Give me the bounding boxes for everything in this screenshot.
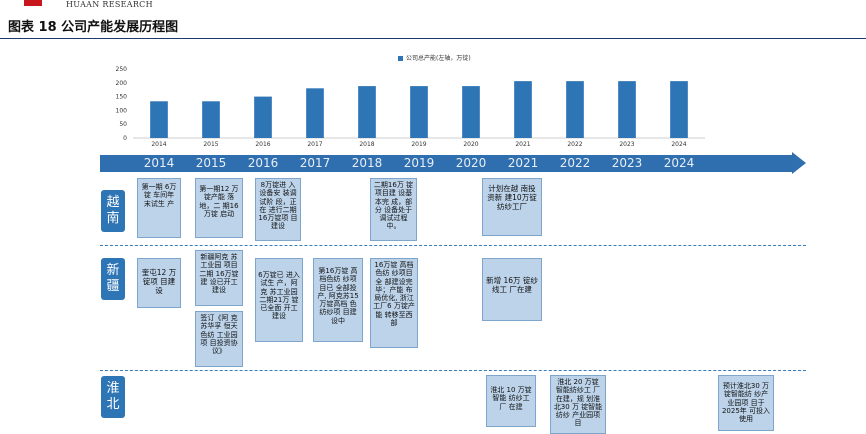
- bar-2018: [358, 86, 376, 138]
- region-huaibei: 淮北: [101, 376, 125, 418]
- event-vn-2016: 8万锭进 入设备安 装调试阶 段，正在 进行二期 16万锭项 目建设: [255, 178, 301, 241]
- event-hb-2021: 淮北 20 万锭 智能纺纱工 厂在建，规 划淮北30 万 锭智能纺纱 产业园项目: [550, 375, 606, 434]
- x-tick-label: 2017: [307, 141, 322, 148]
- x-tick-label: 2016: [255, 141, 270, 148]
- brand-name: HUAAN RESEARCH: [66, 0, 153, 9]
- event-xj-2015b: 签订《阿 克苏华孚 恒天色纺 工业园项 目投资协 议》: [195, 311, 243, 367]
- bar-2014: [150, 101, 168, 138]
- legend-label: 公司总产能(左轴，万锭): [406, 55, 471, 62]
- timeline-year-2023: 2023: [611, 156, 643, 170]
- bar-2019: [410, 86, 428, 138]
- x-tick-label: 2018: [359, 141, 374, 148]
- event-vn-2020: 计划在越 南投资新 建10万锭 纺纱工厂: [482, 178, 542, 236]
- separator-xj-hb: [100, 370, 806, 371]
- figure-title: 图表 18 公司产能发展历程图: [8, 20, 179, 35]
- y-tick-label: 50: [119, 121, 127, 128]
- timeline-year-2017: 2017: [299, 156, 331, 170]
- event-xj-2018: 16万锭 高档色纺 纱项目全 部建设完 毕；产能 布局优化, 浙江工厂6 万锭产…: [370, 258, 418, 348]
- event-vn-2018: 二期16万 锭项目建 设基本完 成，部分 设备处于 调试过程 中。: [370, 178, 417, 241]
- event-vn-2015: 第一期12 万锭产能 落地，二 期16万锭 启动: [195, 178, 243, 238]
- bar-2016: [254, 96, 272, 138]
- x-tick-label: 2014: [151, 141, 166, 148]
- bar-2017: [306, 88, 324, 138]
- chart-legend: 公司总产能(左轴，万锭): [398, 53, 471, 62]
- timeline-year-2018: 2018: [351, 156, 383, 170]
- y-tick-label: 0: [123, 135, 127, 142]
- timeline-year-2024: 2024: [663, 156, 695, 170]
- bar-2021: [514, 81, 532, 138]
- x-tick-label: 2024: [671, 141, 686, 148]
- timeline-year-2022: 2022: [559, 156, 591, 170]
- region-huaibei-label: 淮北: [106, 380, 120, 412]
- bar-2023: [618, 81, 636, 138]
- x-tick-label: 2022: [567, 141, 582, 148]
- timeline-arrow: 2014 2015 2016 2017 2018 2019 2020 2021 2022 2023…: [100, 152, 806, 174]
- region-vietnam: 越南: [101, 190, 125, 232]
- legend-swatch: [398, 56, 403, 61]
- x-tick-label: 2023: [619, 141, 634, 148]
- timeline-year-2020: 2020: [455, 156, 487, 170]
- timeline-year-2015: 2015: [195, 156, 227, 170]
- timeline-arrowhead: [792, 152, 806, 174]
- x-tick-label: 2019: [411, 141, 426, 148]
- timeline-year-2016: 2016: [247, 156, 279, 170]
- x-tick-label: 2015: [203, 141, 218, 148]
- region-vietnam-label: 越南: [106, 194, 120, 226]
- x-tick-label: 2020: [463, 141, 478, 148]
- event-hb-2020: 淮北 10 万锭智能 纺纱工厂 在建: [486, 375, 536, 427]
- event-xj-2020: 新增 16万 锭纱线工 厂在建: [482, 258, 542, 321]
- region-xinjiang-label: 新疆: [106, 262, 120, 294]
- event-hb-2024: 预计淮北30 万锭智能纺 纱产业园项 目于2025年 可投入使用: [718, 375, 774, 431]
- event-xj-2017: 第16万锭 高档色纺 纱项目已 全部投产, 阿克苏15 万锭高档 色纺纱项 目建…: [313, 258, 363, 342]
- timeline-year-2019: 2019: [403, 156, 435, 170]
- event-xj-2014: 奎屯12 万锭项 目建设: [137, 258, 181, 308]
- timeline-bar: [100, 155, 793, 172]
- timeline-year-2021: 2021: [507, 156, 539, 170]
- bar-2015: [202, 101, 220, 138]
- capacity-bar-chart: 0 50 100 150 200 250 2014 2015 2016 2017 2018 2019 2…: [116, 66, 705, 148]
- bar-2020: [462, 86, 480, 138]
- header-divider: [0, 38, 866, 39]
- separator-vn-xj: [100, 245, 806, 246]
- y-tick-label: 150: [116, 94, 128, 101]
- y-tick-label: 200: [116, 80, 128, 87]
- report-header: HUAAN RESEARCH 图表 18 公司产能发展历程图: [0, 0, 866, 40]
- region-xinjiang: 新疆: [101, 258, 125, 300]
- event-vn-2014: 第一期 6万锭 车间年 末试生 产: [137, 178, 181, 238]
- event-xj-2016: 6万锭已 进入试生 产，阿克 苏工业园 二期21万 锭已全面 开工建设: [255, 258, 303, 342]
- x-tick-label: 2021: [515, 141, 530, 148]
- event-xj-2015a: 新疆阿克 苏工业园 项目二期 16万锭建 设已开工 建设: [195, 250, 243, 306]
- huaan-logo: [24, 0, 42, 6]
- y-tick-label: 250: [116, 66, 128, 73]
- y-tick-label: 100: [116, 107, 128, 114]
- timeline-year-2014: 2014: [143, 156, 175, 170]
- bar-2024: [670, 81, 688, 138]
- bar-2022: [566, 81, 584, 138]
